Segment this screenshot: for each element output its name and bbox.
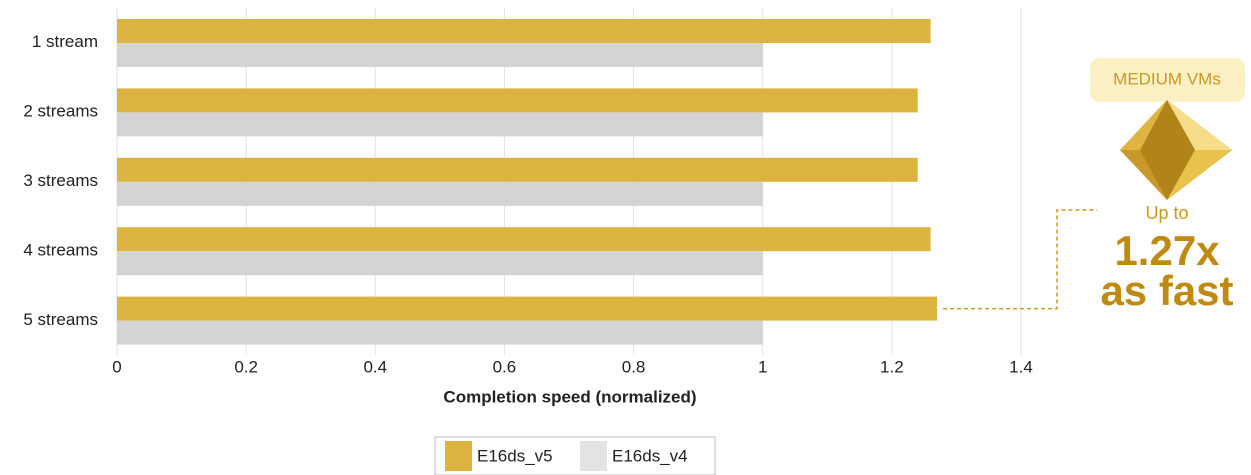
- bar: [117, 251, 763, 276]
- badge-label: MEDIUM VMs: [1113, 69, 1221, 88]
- x-tick-label: 0.8: [622, 357, 646, 376]
- x-tick-label: 0: [112, 357, 121, 376]
- legend-label: E16ds_v5: [477, 446, 553, 465]
- x-tick-label: 1: [758, 357, 767, 376]
- x-tick-label: 0.6: [493, 357, 517, 376]
- y-tick-label: 1 stream: [32, 32, 98, 51]
- y-tick-label: 3 streams: [23, 171, 98, 190]
- bar: [117, 320, 763, 345]
- bar: [117, 296, 938, 321]
- annotation-value: 1.27x: [1114, 227, 1220, 274]
- x-tick-label: 0.4: [363, 357, 387, 376]
- x-tick-label: 1.4: [1009, 357, 1033, 376]
- bar: [117, 112, 763, 137]
- x-tick-label: 0.2: [234, 357, 258, 376]
- bar: [117, 43, 763, 67]
- bar: [117, 227, 931, 252]
- legend-box: [434, 436, 716, 475]
- x-tick-label: 1.2: [880, 357, 904, 376]
- x-axis-label: Completion speed (normalized): [443, 387, 696, 406]
- legend-label: E16ds_v4: [612, 446, 688, 465]
- bar: [117, 19, 931, 43]
- legend-swatch: [580, 441, 607, 471]
- y-tick-label: 5 streams: [23, 310, 98, 329]
- y-tick-label: 4 streams: [23, 240, 98, 259]
- bar: [117, 157, 918, 182]
- annotation-suffix: as fast: [1100, 267, 1233, 314]
- callout-line: [943, 209, 1097, 310]
- annotation-prefix: Up to: [1145, 203, 1188, 223]
- legend-swatch: [445, 441, 472, 471]
- badge-icon: [1090, 58, 1245, 200]
- y-tick-label: 2 streams: [23, 102, 98, 121]
- bar: [117, 88, 918, 113]
- bar: [117, 181, 763, 206]
